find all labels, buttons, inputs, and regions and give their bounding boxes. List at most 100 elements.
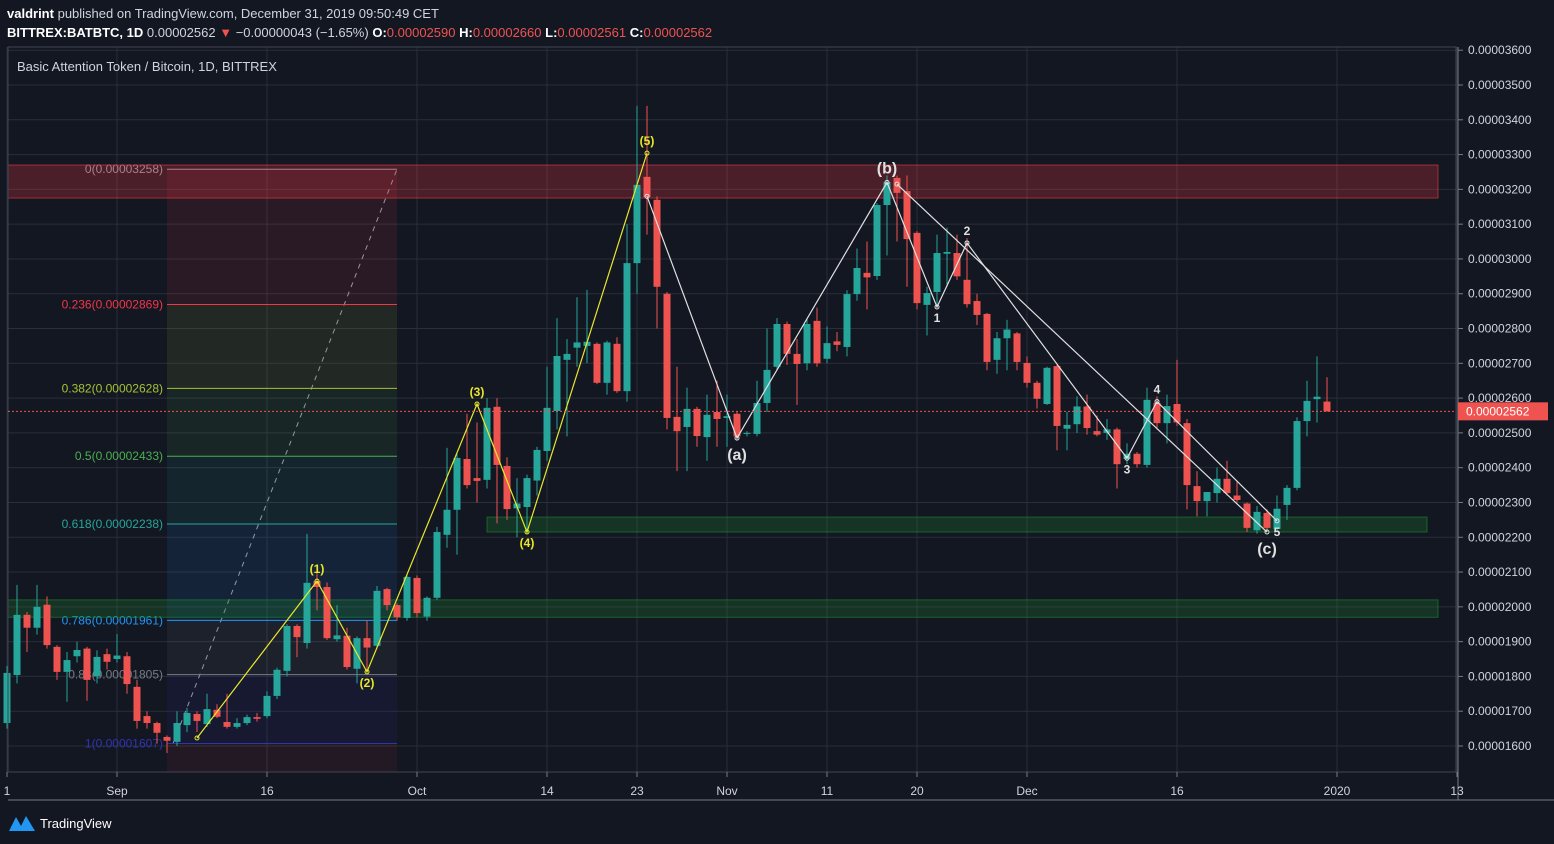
candle: [783, 321, 791, 366]
candle-body: [453, 457, 461, 510]
candle-body: [593, 343, 601, 383]
price-tick-label: 0.00002100: [1468, 565, 1532, 579]
tradingview-logo[interactable]: TradingView: [8, 814, 112, 832]
candle: [133, 679, 141, 729]
price-tick-label: 0.00003400: [1468, 113, 1532, 127]
candle: [753, 380, 761, 437]
author-name[interactable]: valdrint: [7, 6, 54, 21]
candle-body: [1143, 399, 1151, 465]
candle-body: [333, 635, 341, 640]
wave-point[interactable]: [314, 578, 320, 584]
candle-body: [673, 416, 681, 432]
wave-point[interactable]: [1124, 455, 1130, 461]
candle-body: [963, 279, 971, 305]
candle: [773, 318, 781, 371]
time-tick-label: Oct: [408, 784, 427, 798]
time-tick-label: 14: [540, 784, 554, 798]
wave-point[interactable]: [364, 669, 370, 675]
price-tick-label: 0.00003600: [1468, 43, 1532, 57]
candle: [713, 380, 721, 447]
candle-body: [783, 324, 791, 354]
fib-band: [167, 620, 397, 675]
candle-body: [693, 408, 701, 437]
last-price: 0.00002562: [146, 25, 216, 40]
candle: [1063, 412, 1071, 451]
candle-body: [703, 414, 711, 438]
time-axis[interactable]: 1 Sep 16 Oct 14 23 Nov 11 20 Dec 16 2020 13: [4, 772, 1554, 801]
candle-body: [1043, 367, 1051, 405]
candle: [363, 620, 371, 672]
candle: [153, 721, 161, 744]
candle-body: [943, 251, 951, 254]
wave-line-channel[interactable]: [896, 183, 1268, 533]
wave-point[interactable]: [474, 401, 480, 407]
candle: [1133, 452, 1141, 468]
zone-resistance[interactable]: [7, 164, 1439, 199]
wave-line-corrective[interactable]: [646, 181, 1278, 522]
wave-point[interactable]: [194, 735, 200, 741]
down-arrow-icon: ▼: [219, 25, 233, 40]
price-change: −0.00000043 (−1.65%): [235, 25, 369, 40]
fib-trend-line: [172, 169, 398, 744]
fib-band: [167, 169, 397, 305]
price-tick-label: 0.00003300: [1468, 148, 1532, 162]
candle: [143, 711, 151, 729]
candle-body: [323, 587, 331, 639]
zone-support-upper[interactable]: [486, 516, 1428, 533]
candle: [13, 584, 21, 684]
candle-body: [393, 605, 401, 618]
candle-body: [1213, 478, 1221, 494]
chart-title: Basic Attention Token / Bitcoin, 1D, BIT…: [17, 59, 277, 74]
fib-band: [167, 304, 397, 389]
wave-point[interactable]: [644, 150, 650, 156]
candle-body: [853, 267, 861, 295]
candle: [1313, 356, 1321, 423]
candle: [1163, 394, 1171, 444]
zones[interactable]: [7, 164, 1439, 618]
candle: [983, 312, 991, 371]
wave-point[interactable]: [644, 193, 650, 199]
candle-body: [1323, 401, 1331, 412]
wave-point[interactable]: [934, 304, 940, 310]
candle: [253, 712, 261, 722]
fib-level-label: 0.618(0.00002238): [62, 517, 163, 531]
wave-label: 1: [934, 311, 941, 325]
wave-label: 2: [964, 224, 971, 238]
candle: [263, 691, 271, 719]
time-tick-label: 23: [630, 784, 644, 798]
wave-point[interactable]: [1274, 518, 1280, 524]
time-tick-label: Sep: [106, 784, 128, 798]
candle-body: [483, 407, 491, 480]
candle-body: [293, 625, 301, 638]
candle-body: [113, 655, 121, 660]
candle: [193, 711, 201, 733]
wave-line-impulse[interactable]: [196, 153, 648, 739]
candle: [453, 453, 461, 555]
fib-level-label: 0.236(0.00002869): [62, 298, 163, 312]
wave-point[interactable]: [734, 435, 740, 441]
zone-support-lower[interactable]: [7, 599, 1439, 618]
fibonacci-retracement[interactable]: 0(0.00003258) 0.236(0.00002869) 0.382(0.00…: [62, 162, 398, 772]
candle-body: [363, 638, 371, 648]
candle-body: [1183, 423, 1191, 486]
wave-point[interactable]: [1154, 399, 1160, 405]
wave-point[interactable]: [894, 181, 900, 187]
price-tick-label: 0.00003000: [1468, 252, 1532, 266]
candle: [433, 526, 441, 600]
wave-point[interactable]: [1264, 529, 1270, 535]
wave-point[interactable]: [524, 529, 530, 535]
candle: [443, 447, 451, 548]
wave-label: (5): [640, 134, 655, 148]
wave-point[interactable]: [884, 179, 890, 185]
price-axis[interactable]: 0.00001600 0.00001700 0.00001800 0.00001900…: [1457, 43, 1532, 800]
candle-body: [33, 606, 41, 628]
fib-level-label: 1(0.00001607): [85, 737, 163, 751]
candle-body: [1293, 421, 1301, 488]
time-tick-label: 16: [1170, 784, 1184, 798]
wave-point[interactable]: [964, 240, 970, 246]
candle-body: [1033, 382, 1041, 399]
grid: [6, 47, 1458, 772]
candle: [543, 366, 551, 461]
candle: [33, 584, 41, 635]
